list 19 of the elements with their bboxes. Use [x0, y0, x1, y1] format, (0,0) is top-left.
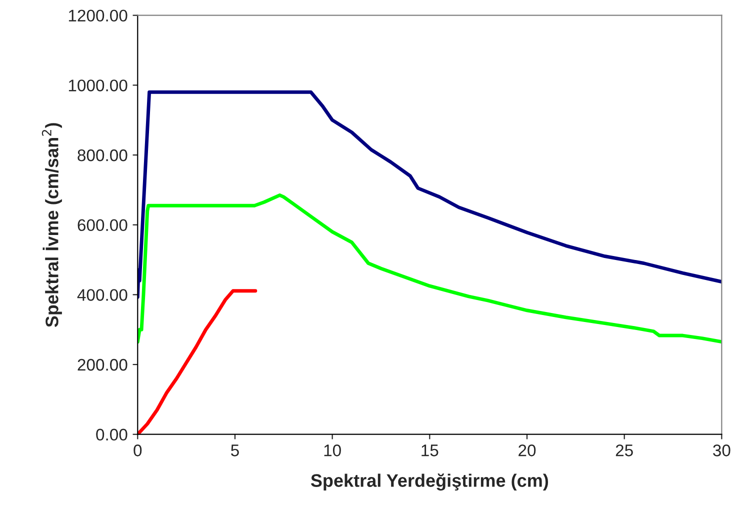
x-tick-label: 10: [324, 444, 341, 456]
x-tick-label: 5: [231, 444, 239, 456]
y-tick-label: 1200.00: [68, 10, 128, 22]
y-tick-label: 1000.00: [68, 80, 128, 92]
y-tick-label: 0.00: [96, 428, 128, 441]
x-tick-label: 0: [134, 444, 142, 456]
x-axis-title: Spektral Yerdeğiştirme (cm): [310, 474, 548, 491]
line-series: [138, 193, 722, 344]
y-tick-label: 600.00: [78, 219, 128, 232]
x-tick-label: 15: [422, 444, 438, 456]
y-axis-title: Spektral İvme (cm/san$^{2}$): [42, 123, 62, 328]
y-tick-label: 400.00: [77, 289, 128, 301]
x-tick-label: 20: [518, 444, 536, 456]
line-series: [138, 289, 258, 434]
x-tick-label: 25: [616, 444, 633, 456]
x-tick-label: 30: [713, 444, 730, 456]
line-series: [138, 90, 722, 299]
y-tick-label: 800.00: [78, 149, 128, 162]
y-tick-label: 200.00: [78, 358, 128, 371]
